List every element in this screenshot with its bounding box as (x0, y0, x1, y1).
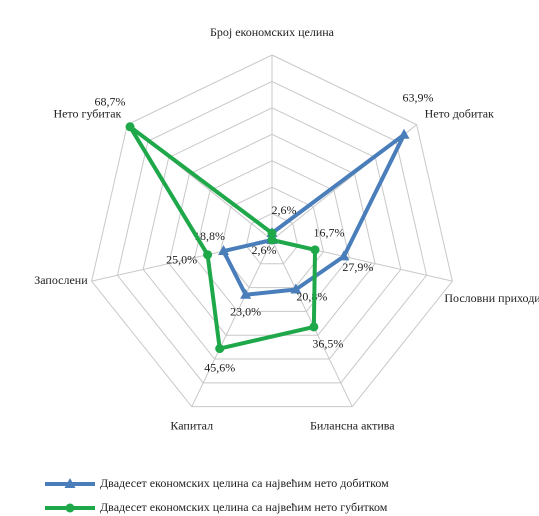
grid-ring (91, 54, 453, 408)
category-label: Нето добитак (425, 106, 494, 120)
marker (125, 122, 135, 132)
marker (218, 245, 230, 256)
marker (309, 322, 319, 332)
category-label: Пословни приходи (444, 291, 539, 305)
legend-label: Двадесет економских целина са највећим н… (100, 500, 388, 514)
marker (267, 235, 277, 245)
data-label: 2,6% (272, 203, 297, 217)
data-label: 20,8% (296, 289, 327, 303)
data-label: 36,5% (312, 337, 343, 351)
legend-label: Двадесет економских целина са највећим н… (100, 476, 389, 490)
marker (398, 128, 410, 139)
category-label: Запослени (34, 273, 88, 287)
category-label: Билансна актива (310, 418, 395, 432)
data-label: 16,7% (314, 226, 345, 240)
series-line (221, 132, 407, 297)
legend-marker (65, 503, 75, 513)
category-label: Број економских целина (210, 25, 335, 39)
category-label: Капитал (170, 418, 213, 432)
data-label: 63,9% (403, 90, 434, 104)
marker (310, 245, 320, 255)
marker (203, 250, 213, 260)
legend-marker (64, 478, 76, 488)
marker (240, 288, 252, 299)
data-label: 25,0% (166, 252, 197, 266)
grid-ring (219, 186, 325, 289)
marker (338, 250, 350, 261)
marker (215, 344, 225, 354)
grid-ring (194, 160, 350, 312)
data-label: 27,9% (342, 260, 373, 274)
data-label: 68,7% (95, 95, 126, 109)
data-label: 45,6% (204, 360, 235, 374)
category-label: Нето губитак (53, 106, 121, 120)
grid-ring (116, 80, 428, 384)
marker (267, 228, 277, 238)
grid-ring (245, 213, 299, 265)
data-label: 2,6% (252, 243, 277, 257)
series-line (128, 124, 318, 351)
marker (290, 283, 302, 294)
data-label: 18,8% (194, 229, 225, 243)
grid-ring (142, 107, 402, 360)
data-label: 23,0% (230, 305, 261, 319)
spoke (191, 239, 273, 407)
